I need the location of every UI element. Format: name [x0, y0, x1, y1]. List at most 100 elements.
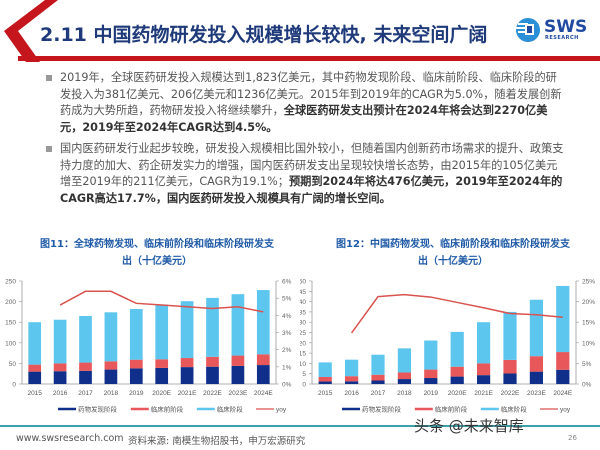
bar-segment	[345, 359, 359, 377]
sws-logo: SWS RESEARCH	[514, 17, 594, 43]
x-tick-label: 2017	[371, 390, 386, 397]
bar-segment	[477, 375, 491, 384]
x-tick-label: 2020E	[152, 390, 171, 397]
bar-segment	[53, 371, 67, 384]
x-tick-label: 2019	[424, 390, 439, 397]
y-tick-label: 50	[300, 279, 306, 286]
y-tick-label: 0	[12, 382, 16, 389]
bar-segment	[231, 355, 245, 366]
legend-label: 临床阶段	[501, 405, 528, 414]
y2-tick-label: 6%	[282, 279, 292, 286]
bar-segment	[206, 366, 219, 384]
x-tick-label: 2024E	[553, 390, 572, 397]
bar-segment	[424, 340, 438, 370]
bar-segment	[318, 376, 332, 382]
bullet-text: 2019年，全球医药研发投入规模达到1,823亿美元，其中药物发现阶段、临床前阶…	[60, 71, 562, 117]
bar-segment	[256, 365, 270, 384]
bar-segment	[345, 376, 359, 382]
x-tick-label: 2016	[53, 390, 68, 397]
bar-segment	[155, 367, 169, 384]
chart-legend: 药物发现阶段 临床前阶段 临床阶段 yoy	[58, 405, 287, 414]
bar-segment	[231, 365, 245, 384]
y-tick-label: 40	[300, 299, 306, 306]
bullet-bold-text: 全球医药研发支出预计在2024年将会达到2270亿美元，2019年至2024年C…	[60, 104, 548, 134]
bar-segment	[371, 380, 385, 384]
x-tick-label: 2024E	[254, 390, 273, 397]
bar-segment	[477, 322, 491, 364]
x-tick-label: 2016	[344, 390, 359, 397]
bar-segment	[397, 379, 411, 384]
bar-segment	[318, 362, 332, 377]
chart-title-left: 图11：全球药物发现、临床前阶段和临床阶段研发支 出（十亿美元）	[22, 236, 292, 270]
bar-segment	[129, 309, 143, 360]
page-title: 2.11 中国药物研发投入规模增长较快, 未来空间广阔	[40, 24, 488, 46]
footer-url-link[interactable]: www.swsresearch.com	[16, 433, 124, 444]
x-tick-label: 2020E	[448, 390, 467, 397]
y2-tick-label: 10%	[582, 340, 595, 347]
bar-segment	[256, 290, 270, 355]
bar-segment	[556, 352, 570, 370]
yoy-line	[350, 293, 563, 334]
bar-segment	[318, 381, 332, 384]
yoy-line	[59, 290, 264, 313]
y2-tick-label: 5%	[582, 361, 592, 368]
legend-label: 临床前阶段	[435, 405, 468, 414]
bar-segment	[231, 294, 245, 356]
x-tick-label: 2018	[397, 390, 412, 397]
bullet-item: 国内医药研发行业起步较晚，研发投入规模相比国外较小，但随着国内创新药市场需求的提…	[46, 141, 566, 207]
bar-segment	[477, 363, 491, 376]
bar-segment	[529, 371, 543, 384]
bar-segment	[397, 372, 411, 380]
y-tick-label: 50	[9, 361, 17, 368]
logo-subtext: RESEARCH	[545, 35, 579, 41]
bar-segment	[206, 297, 219, 357]
x-tick-label: 2017	[78, 390, 93, 397]
bar-segment	[79, 316, 92, 363]
bar-segment	[180, 358, 194, 368]
x-tick-label: 2015	[27, 390, 42, 397]
y-tick-label: 30	[300, 320, 306, 327]
bar-segment	[503, 373, 517, 384]
bar-segment	[450, 366, 464, 377]
bar-segment	[28, 322, 42, 365]
sws-logo-icon	[516, 18, 540, 42]
bullet-list: 2019年，全球医药研发投入规模达到1,823亿美元，其中药物发现阶段、临床前阶…	[46, 70, 566, 212]
legend-label: 药物发现阶段	[78, 405, 118, 414]
bar-segment	[155, 359, 169, 368]
bullet-text: 国内医药研发行业起步较晚，研发投入规模相比国外较小，但随着国内创新药市场需求的提…	[60, 142, 564, 188]
bar-segment	[79, 362, 92, 371]
bar-segment	[104, 312, 118, 362]
chart-china-rd: 0 5 10 15 20 25 30 35 40 45 50 0% 5% 10% 15% 20% 25% 2015…	[300, 279, 595, 414]
bullet-bold-text: 预期到2024年将达476亿美元，2019年至2024年的CAGR高达17.7%…	[60, 175, 563, 205]
chart-global-rd: 0 50 100 150 200 250 0% 1% 2% 3% 4% 5% 6% 2015 2016 201…	[5, 279, 292, 414]
bar-segment	[450, 331, 464, 367]
chart-legend: 药物发现阶段 临床前阶段 临床阶段 yoy	[342, 405, 571, 414]
y2-tick-label: 15%	[582, 320, 595, 327]
header: 2.11 中国药物研发投入规模增长较快, 未来空间广阔 SWS RESEARCH	[0, 0, 600, 62]
bar-segment	[104, 369, 118, 384]
watermark: 头条 @未来智库	[414, 417, 524, 435]
y-tick-label: 20	[300, 340, 306, 347]
bar-segment	[28, 371, 42, 384]
bar-segment	[450, 376, 464, 384]
y-tick-label: 150	[5, 320, 16, 327]
y2-tick-label: 2%	[282, 347, 292, 354]
y-tick-label: 35	[300, 309, 306, 316]
bar-segment	[371, 354, 385, 375]
bar-segment	[424, 378, 438, 384]
y-tick-label: 200	[5, 299, 16, 306]
header-divider	[18, 56, 600, 61]
legend-label: yoy	[560, 407, 571, 414]
bullet-square-icon	[46, 75, 52, 81]
y-tick-label: 15	[300, 351, 306, 358]
bar-segment	[129, 368, 143, 384]
y2-tick-label: 4%	[282, 313, 292, 320]
bar-segment	[79, 370, 92, 384]
x-tick-label: 2022E	[203, 390, 222, 397]
legend-label: 药物发现阶段	[362, 405, 402, 414]
chart-title-right: 图12：中国药物发现、临床前阶段和临床阶段研发支 出（十亿美元）	[318, 236, 588, 270]
x-tick-label: 2018	[104, 390, 119, 397]
bar-segment	[206, 356, 219, 367]
x-tick-label: 2021E	[474, 390, 493, 397]
page-number: 26	[568, 434, 577, 442]
